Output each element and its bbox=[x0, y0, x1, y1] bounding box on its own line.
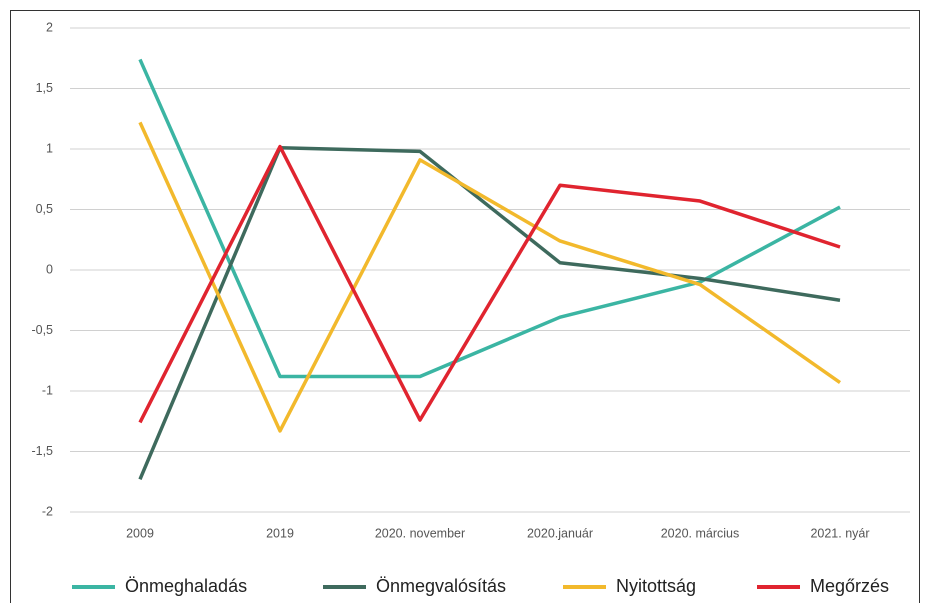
series-line bbox=[138, 146, 841, 481]
y-tick-label: 0,5 bbox=[36, 202, 53, 216]
x-tick-label: 2020.január bbox=[527, 526, 593, 540]
frame bbox=[10, 10, 920, 603]
y-tick-label: -0,5 bbox=[31, 323, 53, 337]
y-tick-label: -1 bbox=[42, 383, 53, 397]
x-tick-label: 2009 bbox=[126, 526, 154, 540]
x-tick-label: 2021. nyár bbox=[810, 526, 869, 540]
x-tick-label: 2019 bbox=[266, 526, 294, 540]
y-tick-label: 1 bbox=[46, 141, 53, 155]
y-tick-label: 2 bbox=[46, 20, 53, 34]
legend-label: Önmeghaladás bbox=[125, 576, 247, 596]
x-tick-label: 2020. március bbox=[661, 526, 740, 540]
y-tick-label: -1,5 bbox=[31, 444, 53, 458]
y-tick-label: 0 bbox=[46, 262, 53, 276]
y-tick-label: 1,5 bbox=[36, 81, 53, 95]
legend-label: Önmegvalósítás bbox=[376, 576, 506, 596]
series-line bbox=[138, 144, 841, 424]
x-tick-label: 2020. november bbox=[375, 526, 465, 540]
legend-label: Megőrzés bbox=[810, 576, 889, 596]
legend-label: Nyitottság bbox=[616, 576, 696, 596]
series-line bbox=[138, 121, 842, 433]
series-line bbox=[138, 58, 841, 379]
y-tick-label: -2 bbox=[42, 504, 53, 518]
